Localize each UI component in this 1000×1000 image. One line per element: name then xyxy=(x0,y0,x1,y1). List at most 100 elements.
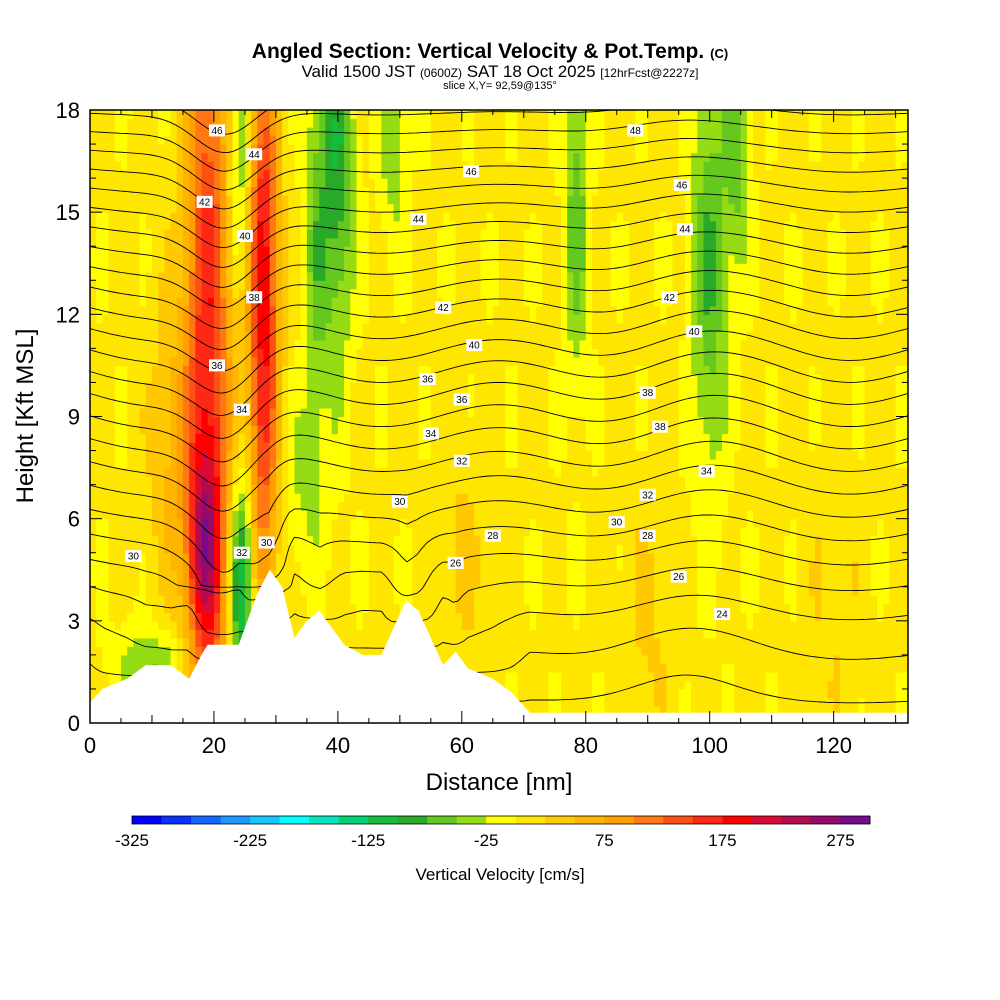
velocity-cell xyxy=(220,518,227,528)
velocity-cell xyxy=(120,646,128,656)
velocity-cell xyxy=(263,237,271,247)
velocity-cell xyxy=(337,467,345,477)
velocity-cell xyxy=(430,246,438,256)
velocity-cell xyxy=(158,442,165,452)
velocity-cell xyxy=(412,493,420,503)
velocity-cell xyxy=(325,552,333,562)
velocity-cell xyxy=(344,169,351,179)
velocity-cell xyxy=(430,144,438,154)
velocity-cell xyxy=(387,569,395,579)
velocity-cell xyxy=(127,220,134,230)
velocity-cell xyxy=(399,263,407,273)
velocity-cell xyxy=(412,518,420,528)
velocity-cell xyxy=(288,450,296,460)
velocity-cell xyxy=(337,450,345,460)
velocity-cell xyxy=(189,263,196,273)
velocity-cell xyxy=(406,280,413,290)
velocity-cell xyxy=(151,229,159,239)
velocity-cell xyxy=(182,552,190,562)
velocity-cell xyxy=(195,331,203,341)
velocity-cell xyxy=(127,654,134,664)
velocity-cell xyxy=(443,144,451,154)
velocity-cell xyxy=(133,629,141,639)
velocity-cell xyxy=(257,118,265,128)
velocity-cell xyxy=(418,442,426,452)
velocity-cell xyxy=(356,339,364,349)
velocity-cell xyxy=(195,365,203,375)
velocity-cell xyxy=(232,178,240,188)
velocity-cell xyxy=(319,450,327,460)
velocity-cell xyxy=(189,144,196,154)
velocity-cell xyxy=(244,237,252,247)
velocity-cell xyxy=(486,620,494,630)
velocity-cell xyxy=(412,459,420,469)
velocity-cell xyxy=(201,425,209,435)
velocity-cell xyxy=(300,459,308,469)
velocity-cell xyxy=(344,195,351,205)
velocity-cell xyxy=(300,552,308,562)
velocity-cell xyxy=(182,195,190,205)
velocity-cell xyxy=(486,552,494,562)
velocity-cell xyxy=(511,195,519,205)
velocity-cell xyxy=(251,127,258,137)
velocity-cell xyxy=(486,254,494,264)
velocity-cell xyxy=(226,459,234,469)
velocity-cell xyxy=(325,322,333,332)
velocity-cell xyxy=(90,229,97,239)
velocity-cell xyxy=(418,195,426,205)
velocity-cell xyxy=(449,339,457,349)
velocity-cell xyxy=(189,382,196,392)
velocity-cell xyxy=(325,467,333,477)
velocity-cell xyxy=(189,297,196,307)
velocity-cell xyxy=(158,271,165,281)
velocity-cell xyxy=(158,476,165,486)
velocity-cell xyxy=(406,144,413,154)
velocity-cell xyxy=(158,637,165,647)
velocity-cell xyxy=(393,561,401,571)
velocity-cell xyxy=(90,348,97,358)
velocity-cell xyxy=(282,484,289,494)
velocity-cell xyxy=(96,671,103,682)
velocity-cell xyxy=(244,305,252,315)
velocity-cell xyxy=(108,127,116,137)
velocity-cell xyxy=(164,118,172,128)
velocity-cell xyxy=(139,203,147,213)
velocity-cell xyxy=(294,501,302,511)
velocity-cell xyxy=(381,416,389,426)
velocity-cell xyxy=(443,518,451,528)
velocity-cell xyxy=(455,169,463,179)
velocity-cell xyxy=(474,331,482,341)
velocity-cell xyxy=(176,288,184,298)
velocity-cell xyxy=(455,271,463,281)
velocity-cell xyxy=(368,178,376,188)
velocity-cell xyxy=(486,339,494,349)
velocity-cell xyxy=(139,433,147,443)
velocity-cell xyxy=(90,118,97,128)
velocity-cell xyxy=(443,237,451,247)
velocity-cell xyxy=(145,322,153,332)
velocity-cell xyxy=(90,425,97,435)
velocity-cell xyxy=(90,680,97,690)
velocity-cell xyxy=(300,527,308,537)
velocity-cell xyxy=(114,144,122,154)
velocity-cell xyxy=(120,229,128,239)
velocity-cell xyxy=(499,552,506,562)
velocity-cell xyxy=(288,110,296,120)
velocity-cell xyxy=(437,254,444,264)
velocity-cell xyxy=(288,229,296,239)
velocity-cell xyxy=(145,263,153,273)
velocity-cell xyxy=(96,186,103,196)
velocity-cell xyxy=(399,135,407,145)
velocity-cell xyxy=(455,493,463,503)
velocity-cell xyxy=(381,220,389,230)
velocity-cell xyxy=(461,569,469,579)
velocity-cell xyxy=(455,416,463,426)
velocity-cell xyxy=(127,178,134,188)
velocity-cell xyxy=(511,280,519,290)
velocity-cell xyxy=(368,569,376,579)
velocity-cell xyxy=(461,186,469,196)
velocity-cell xyxy=(468,203,475,213)
velocity-cell xyxy=(474,561,482,571)
velocity-cell xyxy=(120,144,128,154)
velocity-cell xyxy=(158,339,165,349)
